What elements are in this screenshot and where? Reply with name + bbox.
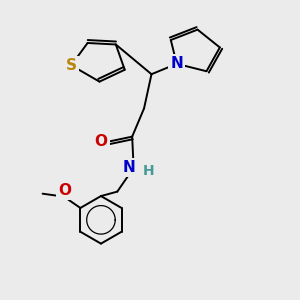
Text: N: N xyxy=(170,56,183,71)
Text: O: O xyxy=(58,183,71,198)
Text: S: S xyxy=(66,58,77,73)
Text: H: H xyxy=(143,164,154,178)
Text: N: N xyxy=(123,160,136,175)
Text: O: O xyxy=(94,134,107,148)
